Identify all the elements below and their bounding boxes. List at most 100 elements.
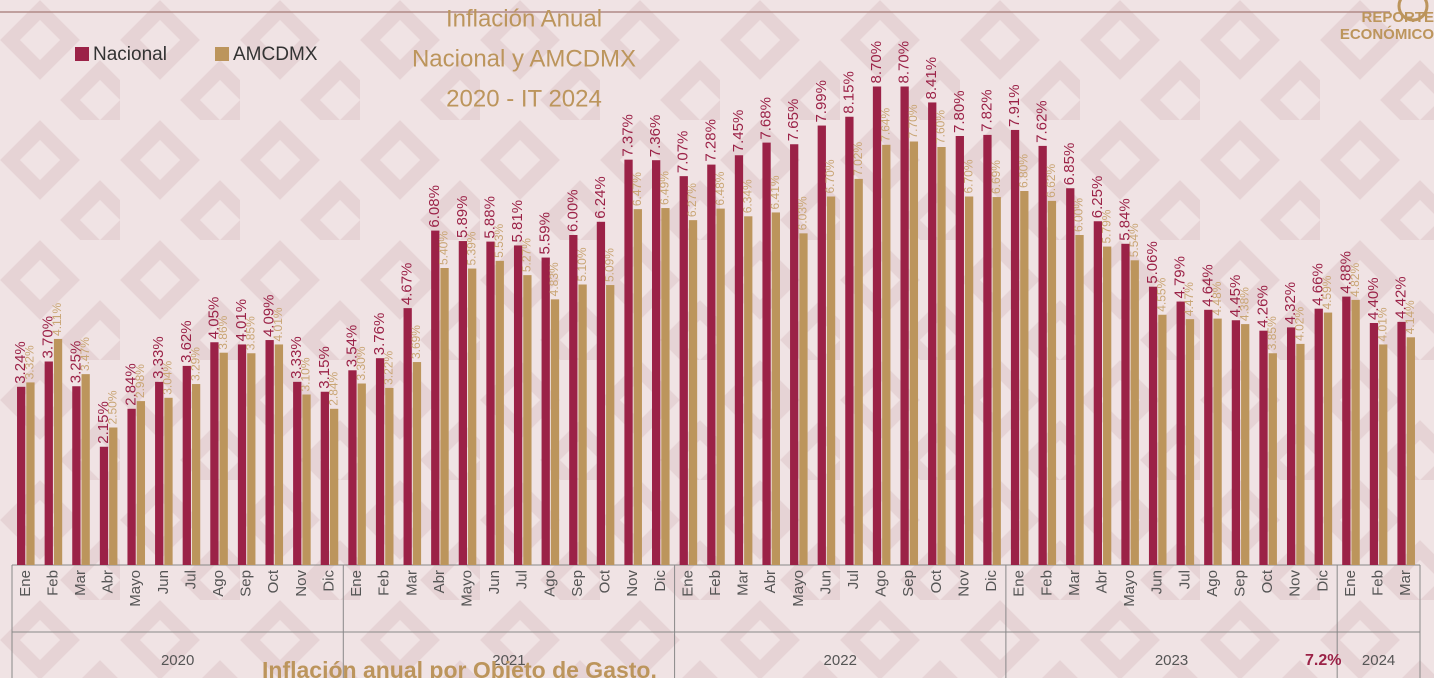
bar xyxy=(440,268,449,565)
data-label: 5.39% xyxy=(464,231,478,265)
x-tick-label: Mar xyxy=(1066,570,1083,596)
data-label: 4.09% xyxy=(261,295,278,338)
data-label: 6.24% xyxy=(592,176,609,219)
bar xyxy=(606,285,615,565)
bar xyxy=(1241,324,1250,565)
bar xyxy=(302,394,311,565)
data-label: 5.40% xyxy=(437,231,451,265)
data-label: 6.70% xyxy=(823,159,837,193)
group-label: 2021 xyxy=(492,652,525,669)
data-label: 8.70% xyxy=(868,41,885,84)
data-label: 6.62% xyxy=(1044,164,1058,198)
data-label: 6.34% xyxy=(740,179,754,213)
x-tick-label: Jun xyxy=(155,570,172,594)
x-tick-label: Jun xyxy=(1149,570,1166,594)
data-label: 4.01% xyxy=(233,299,250,342)
data-label: 7.82% xyxy=(978,89,995,132)
data-label: 4.14% xyxy=(1403,300,1417,334)
bar xyxy=(1075,235,1084,565)
x-tick-label: Mayo xyxy=(1121,570,1138,607)
chart-title: 2020 - IT 2024 xyxy=(446,85,602,112)
x-tick-label: Abr xyxy=(100,570,117,593)
bar xyxy=(72,386,81,565)
x-tick-label: Mar xyxy=(72,570,89,596)
bar xyxy=(329,408,339,565)
x-tick-label: Jul xyxy=(1176,570,1193,589)
data-label: 7.37% xyxy=(620,114,637,157)
data-label: 6.48% xyxy=(713,171,727,205)
bar xyxy=(541,257,550,565)
data-label: 3.10% xyxy=(299,357,313,391)
bar xyxy=(1268,353,1277,565)
x-tick-label: Nov xyxy=(955,570,972,597)
data-label: 4.67% xyxy=(399,263,416,306)
bar xyxy=(1093,221,1103,565)
bar xyxy=(854,178,863,565)
data-label: 6.69% xyxy=(989,160,1003,194)
bar xyxy=(1066,188,1075,565)
logo-text: ECONÓMICO xyxy=(1340,25,1434,43)
data-label: 6.25% xyxy=(1089,176,1106,219)
data-label: 5.10% xyxy=(575,247,589,281)
data-label: 6.41% xyxy=(768,175,782,209)
data-label: 5.84% xyxy=(1116,198,1133,241)
data-label: 4.32% xyxy=(1282,282,1299,325)
bar xyxy=(707,164,716,565)
bar xyxy=(403,308,412,565)
bar xyxy=(182,365,191,565)
x-tick-label: Dic xyxy=(1314,570,1331,592)
bar xyxy=(1103,246,1112,566)
data-label: 4.26% xyxy=(1254,285,1271,328)
bar xyxy=(486,241,495,565)
bar xyxy=(210,342,219,565)
x-tick-label: Feb xyxy=(44,570,61,596)
bar xyxy=(274,344,284,565)
data-label: 4.11% xyxy=(50,302,64,335)
data-label: 3.62% xyxy=(178,320,195,363)
data-label: 4.48% xyxy=(1210,281,1224,315)
data-label: 8.15% xyxy=(840,71,857,114)
data-label: 3.32% xyxy=(23,345,37,379)
annotation: Inflación anual por Objeto de Gasto. xyxy=(262,657,657,678)
data-label: 6.47% xyxy=(630,172,644,206)
x-tick-label: Ene xyxy=(679,570,696,597)
data-label: 3.15% xyxy=(316,346,333,389)
data-label: 8.41% xyxy=(923,57,940,100)
data-label: 3.86% xyxy=(216,315,230,349)
data-label: 3.25% xyxy=(67,341,84,384)
data-label: 7.64% xyxy=(878,107,892,141)
bar xyxy=(81,374,90,565)
data-label: 4.64% xyxy=(1199,264,1216,307)
bar xyxy=(53,338,63,565)
bar xyxy=(191,384,201,565)
annotation: 7.2% xyxy=(1305,652,1341,669)
x-tick-label: Ago xyxy=(1204,570,1221,597)
data-label: 5.79% xyxy=(1099,209,1113,243)
x-tick-label: Oct xyxy=(265,569,282,593)
data-label: 4.55% xyxy=(1155,277,1169,311)
bar xyxy=(468,268,477,565)
data-label: 4.42% xyxy=(1393,276,1410,319)
bar xyxy=(872,86,882,565)
group-label: 2020 xyxy=(161,652,194,669)
bar xyxy=(734,155,744,565)
bar xyxy=(99,446,109,565)
bar xyxy=(1397,321,1406,565)
data-label: 3.54% xyxy=(343,325,360,368)
bar xyxy=(992,197,1001,566)
x-tick-label: Sep xyxy=(569,570,586,597)
x-tick-label: Feb xyxy=(707,570,724,596)
x-tick-label: Ene xyxy=(348,570,365,597)
data-label: 7.62% xyxy=(1034,100,1051,143)
data-label: 4.88% xyxy=(1337,251,1354,294)
data-label: 3.29% xyxy=(188,347,202,381)
data-label: 2.50% xyxy=(105,390,119,424)
data-label: 3.22% xyxy=(382,351,396,385)
data-label: 5.09% xyxy=(602,248,616,282)
bar xyxy=(1121,243,1130,566)
bar xyxy=(983,134,992,565)
bar xyxy=(1323,312,1333,565)
data-label: 7.60% xyxy=(934,110,948,144)
bar xyxy=(320,391,329,565)
data-label: 7.65% xyxy=(785,99,802,142)
